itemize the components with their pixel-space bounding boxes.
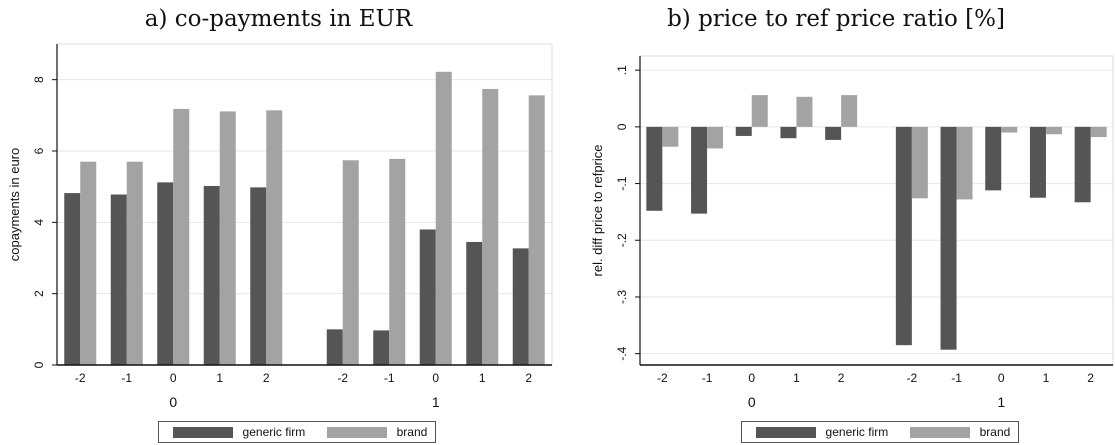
x-tick-label: 1 bbox=[216, 371, 223, 385]
bar bbox=[735, 126, 752, 136]
bar bbox=[250, 187, 267, 365]
x-tick-label: -2 bbox=[657, 371, 668, 385]
bar bbox=[64, 193, 81, 365]
x-tick-label: 1 bbox=[479, 371, 486, 385]
x-tick-label: -1 bbox=[702, 371, 713, 385]
group-label: 1 bbox=[997, 394, 1005, 410]
x-tick-label: -2 bbox=[75, 371, 86, 385]
x-tick-label: -1 bbox=[951, 371, 962, 385]
bar bbox=[956, 126, 973, 200]
x-tick-label: 2 bbox=[525, 371, 532, 385]
bar bbox=[780, 126, 797, 139]
bar bbox=[219, 111, 236, 365]
legend-label-generic-firm: generic firm bbox=[825, 425, 889, 439]
bar bbox=[895, 126, 912, 346]
x-tick-label: -1 bbox=[121, 371, 132, 385]
bar bbox=[940, 126, 957, 350]
bar bbox=[985, 126, 1002, 191]
bar bbox=[1090, 126, 1107, 138]
chart-title-b: b) price to ref price ratio [%] bbox=[667, 6, 1005, 32]
bar bbox=[203, 185, 220, 365]
group-label: 0 bbox=[169, 394, 177, 410]
x-tick-label: 0 bbox=[432, 371, 439, 385]
chart-plot-a: -2 -1 0 1 2 0 -2 -1 0 1 2 1 0 2 4 6 8 copayments in euro bbox=[7, 43, 553, 410]
x-tick-label: 1 bbox=[793, 371, 800, 385]
bar bbox=[1045, 126, 1062, 135]
legend-swatch-generic-firm bbox=[756, 426, 816, 438]
legend-a: generic firm brand bbox=[158, 421, 436, 443]
x-tick-label: -2 bbox=[907, 371, 918, 385]
bar bbox=[419, 229, 436, 365]
bar bbox=[173, 108, 190, 365]
y-tick-label: -.3 bbox=[615, 290, 629, 304]
bar bbox=[266, 110, 283, 365]
chart-plot-b: -2 -1 0 1 2 0 -2 -1 0 1 2 1 -.4 -.3 -.2 -.1 0 .1 rel. diff… bbox=[590, 55, 1114, 410]
legend-b: generic firm brand bbox=[741, 421, 1019, 443]
bar bbox=[751, 95, 768, 127]
bar bbox=[126, 161, 143, 365]
bar bbox=[662, 126, 679, 147]
x-tick-label: 2 bbox=[263, 371, 270, 385]
group-label: 1 bbox=[432, 394, 440, 410]
x-tick-label: 0 bbox=[998, 371, 1005, 385]
y-axis-title: rel. diff price to refprice bbox=[590, 145, 605, 277]
y-tick-label: 6 bbox=[32, 147, 46, 154]
bar bbox=[389, 158, 406, 365]
chart-panel-a: a) co-payments in EUR -2 -1 0 1 2 0 -2 -1 0 1 2 1 0 2… bbox=[0, 0, 557, 445]
y-tick-label: -.4 bbox=[615, 346, 629, 360]
bar bbox=[373, 330, 390, 365]
bar bbox=[825, 126, 842, 140]
x-tick-label: 1 bbox=[1043, 371, 1050, 385]
bar bbox=[342, 160, 359, 365]
bar bbox=[1029, 126, 1046, 198]
x-tick-label: -2 bbox=[337, 371, 348, 385]
y-tick-label: -.2 bbox=[615, 233, 629, 247]
legend-swatch-generic-firm bbox=[173, 426, 233, 438]
y-tick-label: 0 bbox=[32, 361, 46, 368]
plot-border bbox=[640, 55, 1114, 365]
bar bbox=[1001, 126, 1018, 133]
y-tick-label: -.1 bbox=[615, 176, 629, 190]
y-axis-title: copayments in euro bbox=[7, 148, 22, 261]
bar bbox=[466, 241, 483, 365]
chart-title-a: a) co-payments in EUR bbox=[144, 6, 413, 32]
plot-border bbox=[57, 43, 553, 365]
y-tick-label: 2 bbox=[32, 290, 46, 297]
x-tick-label: 2 bbox=[838, 371, 845, 385]
bar bbox=[326, 329, 343, 365]
bar bbox=[528, 95, 545, 366]
group-label: 0 bbox=[748, 394, 756, 410]
bar bbox=[911, 126, 928, 199]
bar bbox=[80, 161, 97, 365]
bar bbox=[841, 95, 858, 127]
bar bbox=[707, 126, 724, 149]
x-tick-label: 0 bbox=[170, 371, 177, 385]
y-tick-label: .1 bbox=[615, 65, 629, 75]
bar bbox=[691, 126, 708, 214]
legend-label-brand: brand bbox=[396, 425, 428, 439]
bar bbox=[435, 71, 452, 365]
x-tick-label: -1 bbox=[384, 371, 395, 385]
bar bbox=[796, 96, 813, 127]
x-tick-label: 2 bbox=[1087, 371, 1094, 385]
bar bbox=[157, 182, 174, 365]
x-tick-label: 0 bbox=[748, 371, 755, 385]
y-tick-label: 4 bbox=[32, 219, 46, 226]
bar bbox=[512, 248, 529, 365]
bar bbox=[1074, 126, 1091, 203]
bar bbox=[646, 126, 663, 211]
legend-swatch-brand bbox=[910, 426, 970, 438]
bar bbox=[482, 88, 499, 365]
y-tick-label: 8 bbox=[32, 76, 46, 83]
legend-swatch-brand bbox=[327, 426, 387, 438]
bar bbox=[110, 194, 127, 365]
chart-panel-b: b) price to ref price ratio [%] -2 -1 0 1 2 0… bbox=[557, 0, 1115, 445]
y-tick-label: 0 bbox=[615, 123, 629, 130]
legend-label-brand: brand bbox=[979, 425, 1011, 439]
legend-label-generic-firm: generic firm bbox=[242, 425, 306, 439]
